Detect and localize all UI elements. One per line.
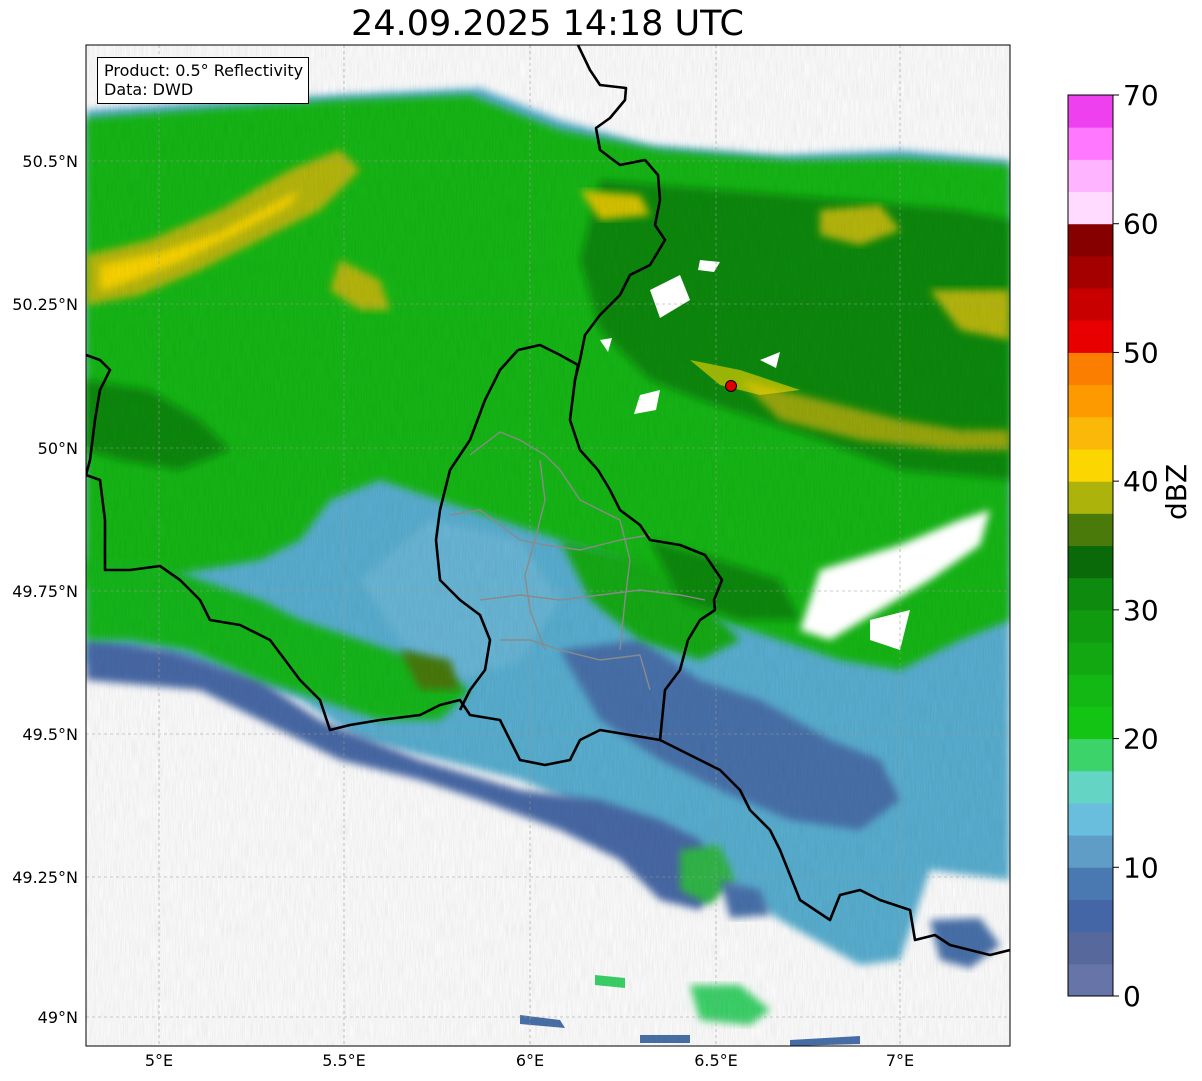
border-belgium-france <box>86 353 661 767</box>
colorbar-segment <box>1068 223 1113 257</box>
colorbar-segment <box>1068 545 1113 579</box>
data-source-label: Data: DWD <box>104 80 194 99</box>
colorbar-segment <box>1068 706 1113 740</box>
lat-tick-label: 49.75°N <box>12 582 78 601</box>
gridlines <box>86 45 1010 1046</box>
colorbar-segment <box>1068 352 1113 386</box>
lat-tick-label: 50°N <box>38 439 78 458</box>
lon-tick-label: 6.5°E <box>694 1051 738 1070</box>
colorbar-segment <box>1068 642 1113 675</box>
colorbar-tick-label: 70 <box>1123 79 1159 112</box>
map-frame <box>85 44 1011 1047</box>
colorbar-segment <box>1068 867 1113 900</box>
colorbar-segment <box>1068 802 1113 836</box>
colorbar <box>1068 95 1113 997</box>
colorbar-segment <box>1068 609 1113 643</box>
colorbar-segment <box>1068 899 1113 933</box>
colorbar-segment <box>1068 416 1113 450</box>
canton-borders <box>449 431 706 691</box>
colorbar-tick-label: 40 <box>1123 465 1159 498</box>
colorbar-segment <box>1068 481 1113 514</box>
colorbar-ticks: 0 10 20 30 40 50 60 70 <box>1113 79 1159 1013</box>
border-luxembourg <box>434 343 580 711</box>
map-title: 24.09.2025 14:18 UTC <box>351 4 744 44</box>
lat-tick-label: 50.5°N <box>22 152 78 171</box>
border-germany-west <box>568 45 1010 957</box>
lon-tick-labels: 5°E 5.5°E 6°E 6.5°E 7°E <box>145 1051 914 1070</box>
colorbar-segment <box>1068 320 1113 353</box>
lon-tick-label: 5°E <box>145 1051 173 1070</box>
colorbar-segment <box>1068 255 1113 289</box>
colorbar-segment <box>1068 577 1113 611</box>
info-box: Product: 0.5° Reflectivity Data: DWD <box>97 57 310 104</box>
colorbar-tick-label: 50 <box>1123 336 1159 369</box>
lat-tick-label: 50.25°N <box>12 295 78 314</box>
colorbar-segment <box>1068 448 1113 482</box>
lon-tick-label: 6°E <box>516 1051 544 1070</box>
colorbar-tick-label: 60 <box>1123 208 1159 241</box>
country-borders <box>86 45 1010 957</box>
colorbar-segment <box>1068 931 1113 965</box>
colorbar-segment <box>1068 674 1113 707</box>
product-label: Product: 0.5° Reflectivity <box>104 61 304 80</box>
colorbar-segment <box>1068 835 1113 868</box>
colorbar-tick-label: 10 <box>1123 851 1159 884</box>
colorbar-segment <box>1068 513 1113 546</box>
colorbar-segment <box>1068 159 1113 193</box>
colorbar-segment <box>1068 963 1113 997</box>
colorbar-segment <box>1068 191 1113 225</box>
colorbar-tick-label: 0 <box>1123 980 1141 1013</box>
lat-tick-label: 49.25°N <box>12 868 78 887</box>
colorbar-segment <box>1068 770 1113 804</box>
echo-gap <box>800 510 990 640</box>
lat-tick-label: 49.5°N <box>22 725 78 744</box>
lat-tick-labels: 50.5°N 50.25°N 50°N 49.75°N 49.5°N 49.25… <box>12 152 78 1027</box>
colorbar-segment <box>1068 95 1113 128</box>
lat-tick-label: 49°N <box>38 1008 78 1027</box>
colorbar-segment <box>1068 288 1113 321</box>
colorbar-segment <box>1068 127 1113 160</box>
colorbar-segment <box>1068 738 1113 772</box>
colorbar-frame <box>1067 94 1114 997</box>
lon-tick-label: 5.5°E <box>322 1051 366 1070</box>
colorbar-label: dBZ <box>1160 463 1193 520</box>
lon-tick-label: 7°E <box>886 1051 914 1070</box>
colorbar-tick-label: 20 <box>1123 723 1159 756</box>
colorbar-segment <box>1068 384 1113 418</box>
reflectivity-field <box>86 45 1010 1046</box>
radar-site-marker <box>725 380 737 392</box>
colorbar-tick-label: 30 <box>1123 594 1159 627</box>
